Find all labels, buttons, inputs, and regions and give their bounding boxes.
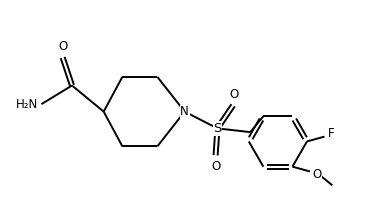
Text: S: S — [213, 122, 222, 135]
Text: O: O — [313, 168, 322, 181]
Text: O: O — [58, 40, 67, 53]
Text: F: F — [328, 127, 335, 140]
Text: O: O — [211, 160, 220, 173]
Text: N: N — [180, 105, 189, 118]
Text: H₂N: H₂N — [16, 98, 38, 111]
Text: O: O — [229, 88, 238, 101]
